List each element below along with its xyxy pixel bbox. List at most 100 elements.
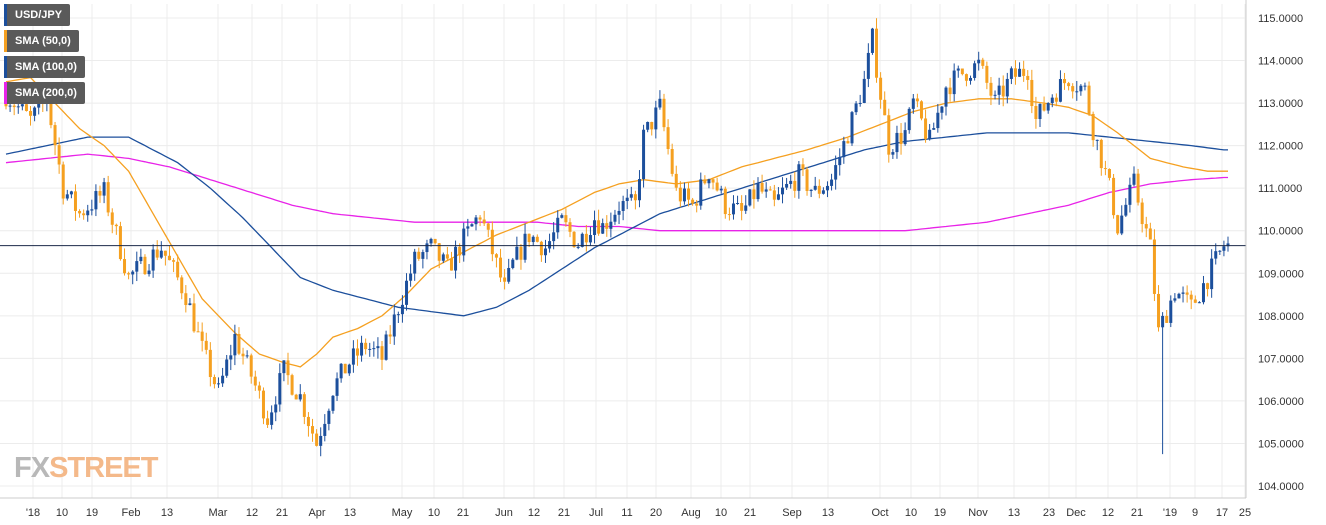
- candle-body: [323, 423, 327, 436]
- candle-body: [862, 78, 866, 103]
- candle-body: [556, 217, 560, 233]
- y-tick-label: 112.0000: [1258, 141, 1303, 153]
- legend-item-usdjpy[interactable]: USD/JPY: [4, 4, 71, 26]
- candle-body: [155, 249, 159, 258]
- candle-body: [1026, 75, 1030, 80]
- candle-body: [670, 148, 674, 174]
- candle-body: [241, 353, 245, 357]
- candle-body: [834, 165, 838, 180]
- candle-body: [858, 102, 862, 104]
- fxstreet-logo: FXSTREET: [14, 452, 158, 485]
- candle-body: [421, 252, 425, 259]
- candle-body: [989, 82, 993, 96]
- candle-body: [478, 217, 482, 220]
- candle-body: [617, 210, 621, 215]
- y-tick-label: 105.0000: [1258, 438, 1304, 450]
- candle-body: [1067, 83, 1071, 87]
- candle-body: [1042, 103, 1046, 111]
- candle-body: [825, 185, 829, 191]
- candle-body: [396, 314, 400, 316]
- candle-body: [870, 28, 874, 53]
- candle-body: [319, 435, 323, 446]
- candle-body: [445, 254, 449, 259]
- candle-body: [1116, 215, 1120, 234]
- legend-item-sma200[interactable]: SMA (200,0): [4, 82, 85, 104]
- candle-body: [519, 246, 523, 260]
- candle-body: [658, 98, 662, 108]
- candle-body: [1124, 204, 1128, 216]
- candle-body: [580, 233, 584, 247]
- candle-body: [286, 360, 290, 376]
- candle-body: [221, 375, 225, 384]
- candle-body: [552, 232, 556, 242]
- candle-body: [499, 257, 503, 278]
- candle-body: [102, 182, 106, 196]
- candle-body: [143, 256, 147, 275]
- last-price-line: 109.65000: [0, 237, 1323, 254]
- candle-body: [466, 226, 470, 229]
- candle-body: [339, 363, 343, 379]
- candle-body: [584, 233, 588, 243]
- candle-body: [887, 115, 891, 155]
- candle-body: [650, 121, 654, 130]
- candle-body: [405, 280, 409, 305]
- x-tick-label: Apr: [308, 507, 325, 519]
- candle-body: [866, 52, 870, 79]
- candle-body: [331, 395, 335, 411]
- x-tick-label: Nov: [968, 507, 988, 519]
- candle-body: [376, 346, 380, 349]
- candle-body: [956, 68, 960, 71]
- legend-item-sma50[interactable]: SMA (50,0): [4, 30, 79, 52]
- candle-body: [756, 182, 760, 200]
- candle-body: [388, 334, 392, 337]
- candle-body: [535, 236, 539, 242]
- candle-body: [809, 189, 813, 191]
- candle-body: [793, 180, 797, 191]
- x-tick-label: 21: [744, 507, 756, 519]
- candle-body: [1030, 79, 1034, 107]
- candle-body: [973, 63, 977, 78]
- legend-item-sma100[interactable]: SMA (100,0): [4, 56, 85, 78]
- candle-body: [895, 132, 899, 153]
- candle-body: [1165, 315, 1169, 323]
- candle-body: [1005, 78, 1009, 97]
- y-tick-label: 113.0000: [1258, 98, 1303, 110]
- x-tick-label: 10: [428, 507, 440, 519]
- candle-body: [891, 152, 895, 155]
- candle-body: [813, 185, 817, 190]
- candle-body: [727, 214, 731, 216]
- candle-body: [1107, 169, 1111, 178]
- candle-body: [637, 179, 641, 201]
- x-tick-label: 25: [1239, 507, 1251, 519]
- candle-body: [384, 334, 388, 360]
- candle-body: [486, 223, 490, 230]
- candle-body: [1148, 228, 1152, 240]
- candle-body: [335, 378, 339, 396]
- candle-body: [707, 179, 711, 184]
- candle-body: [1022, 68, 1026, 76]
- candle-body: [266, 418, 270, 425]
- candle-body: [613, 214, 617, 222]
- candle-body: [237, 333, 241, 354]
- candle-body: [850, 112, 854, 144]
- candle-body: [531, 236, 535, 243]
- candle-body: [253, 376, 257, 386]
- candle-body: [1140, 202, 1144, 225]
- candle-body: [69, 191, 73, 195]
- candle-body: [29, 110, 33, 116]
- candle-body: [960, 68, 964, 75]
- candle-body: [364, 342, 368, 350]
- x-tick-label: 13: [822, 507, 834, 519]
- candle-body: [274, 404, 278, 413]
- candle-body: [429, 238, 433, 244]
- candle-body: [229, 355, 233, 360]
- candle-body: [302, 394, 306, 417]
- candle-body: [441, 254, 445, 261]
- candle-body: [817, 185, 821, 194]
- x-tick-label: 23: [1043, 507, 1055, 519]
- candle-body: [306, 416, 310, 427]
- candle-body: [503, 277, 507, 282]
- legend-label: SMA (100,0): [15, 61, 77, 73]
- candle-body: [249, 355, 253, 377]
